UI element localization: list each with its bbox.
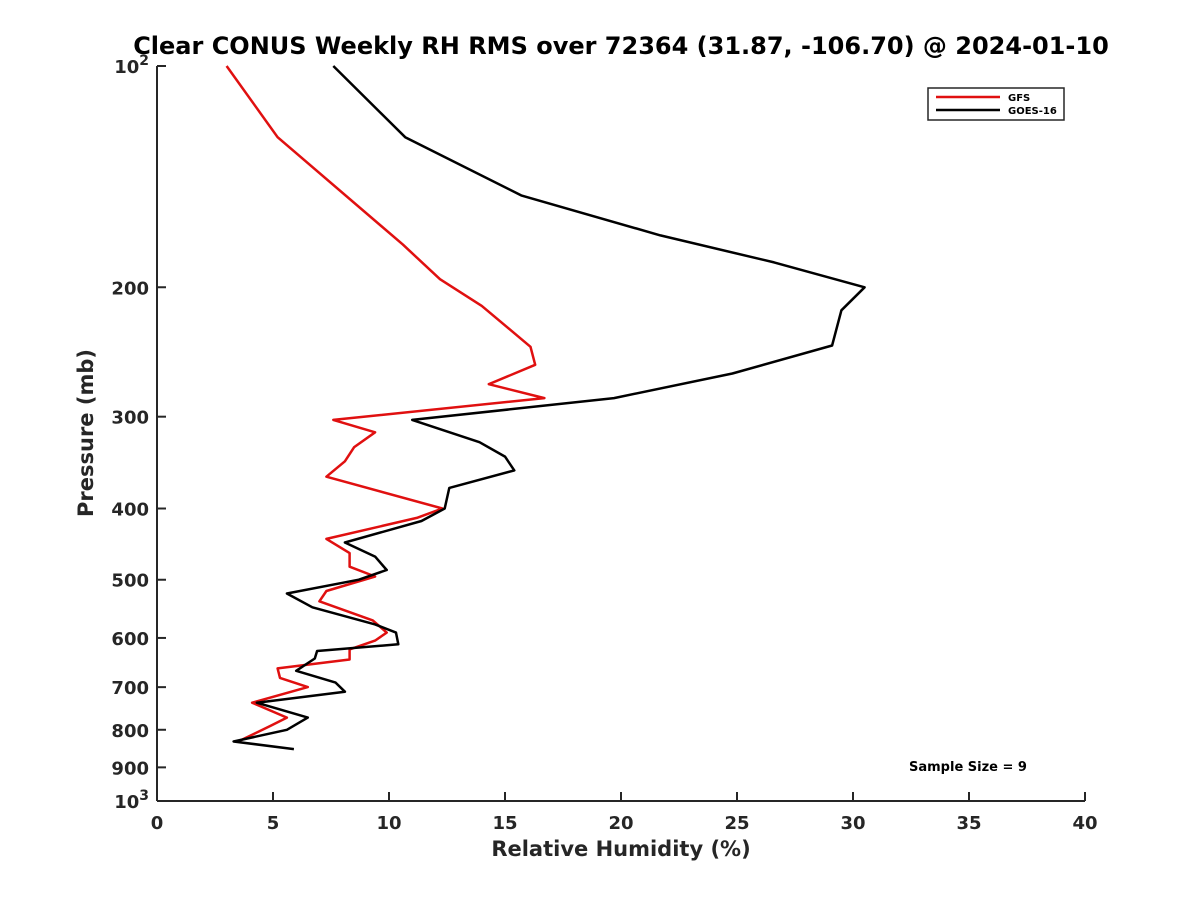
y-tick-label: 500 (111, 571, 149, 592)
y-tick-label: 200 (111, 278, 149, 299)
x-tick-label: 25 (724, 813, 749, 834)
legend-label-goes16: GOES-16 (1008, 106, 1057, 117)
y-tick-label: 700 (111, 678, 149, 699)
y-tick-label: 300 (111, 408, 149, 429)
y-tick-label: 400 (111, 500, 149, 521)
chart-title: Clear CONUS Weekly RH RMS over 72364 (31… (133, 32, 1109, 60)
y-axis-label: Pressure (mb) (74, 349, 98, 517)
x-tick-label: 30 (840, 813, 865, 834)
x-tick-label: 0 (151, 813, 164, 834)
sample-size-annotation: Sample Size = 9 (909, 760, 1027, 775)
y-tick-label: 900 (111, 758, 149, 779)
y-tick-label-power: 103 (114, 788, 149, 813)
series-layer (225, 65, 866, 751)
x-tick-label: 5 (267, 813, 280, 834)
y-tick-label: 600 (111, 629, 149, 650)
x-axis-label: Relative Humidity (%) (491, 837, 750, 861)
x-tick-label: 15 (492, 813, 517, 834)
chart-legend: GFS GOES-16 (927, 87, 1065, 121)
x-tick-label: 40 (1072, 813, 1097, 834)
x-tick-label: 20 (608, 813, 633, 834)
y-tick-label-power: 102 (114, 53, 149, 78)
x-tick-label: 35 (956, 813, 981, 834)
legend-label-gfs: GFS (1008, 93, 1030, 104)
x-tick-label: 10 (376, 813, 401, 834)
legend-box (927, 87, 1065, 121)
x-axis-ticks: 0 5 10 15 20 25 30 35 40 (151, 792, 1098, 834)
y-axis-ticks: 200 300 400 500 600 700 800 900 102 103 (111, 53, 166, 813)
y-tick-label: 800 (111, 721, 149, 742)
series-line-goes-16 (232, 65, 866, 751)
series-line-gfs (225, 65, 546, 743)
